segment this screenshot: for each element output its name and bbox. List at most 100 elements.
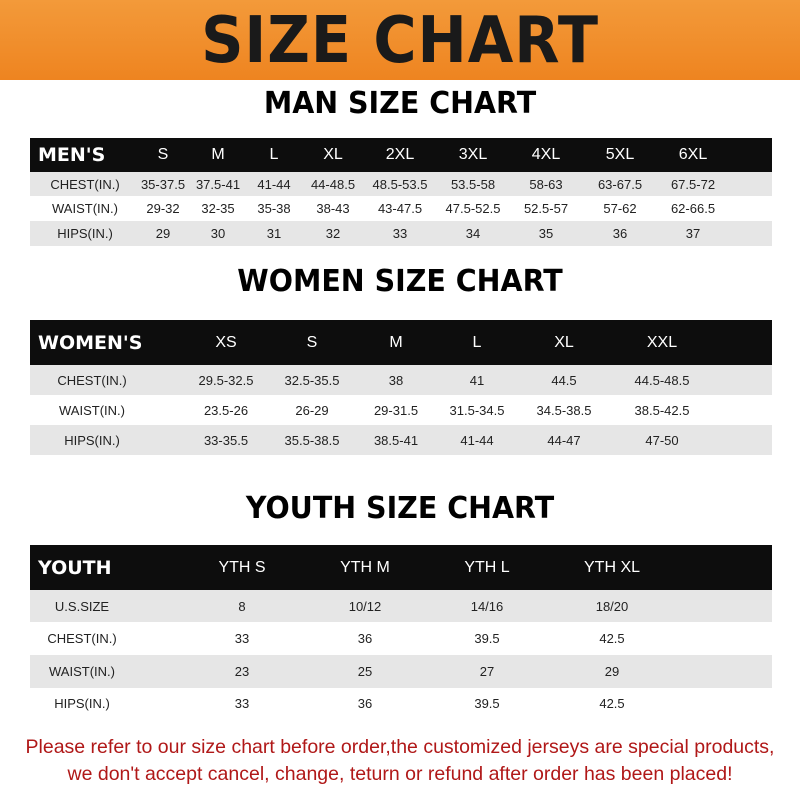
table-cell: 35.5-38.5 [284,432,340,448]
table-cell: 36 [357,631,373,646]
row-label: WAIST(IN.) [52,201,118,216]
table-row: CHEST(IN.) 35-37.5 37.5-41 41-44 44-48.5 48.5… [30,172,772,196]
table-cell: 30 [210,226,226,241]
table-cell: 33 [234,696,250,711]
size-header-cell: XL [323,146,343,163]
size-header-cell: M [211,146,225,163]
row-label: HIPS(IN.) [54,696,110,711]
size-header-cell: 2XL [385,146,415,163]
table-cell: 58-63 [529,176,563,192]
table-cell: 33-35.5 [203,432,249,448]
table-cell: 35-37.5 [140,176,186,192]
table-cell: 44.5-48.5 [634,372,690,388]
table-cell: 39.5 [474,696,500,711]
table-cell: 42.5 [599,631,625,646]
table-cell: 48.5-53.5 [372,176,428,192]
men-section-title: MAN SIZE CHART [263,86,537,121]
table-row: CHEST(IN.) 33 36 39.5 42.5 [30,622,772,655]
table-cell: 47.5-52.5 [445,201,501,216]
row-label: CHEST(IN.) [50,176,120,192]
table-cell: 38-43 [316,201,350,216]
table-cell: 25 [357,664,373,679]
table-cell: 27 [479,664,495,679]
table-cell: 29.5-32.5 [198,372,254,388]
row-label: U.S.SIZE [54,598,110,614]
row-label: HIPS(IN.) [64,432,120,448]
table-cell: 52.5-57 [523,201,569,216]
size-header-cell: M [389,333,403,351]
table-cell: 32-35 [201,201,235,216]
table-cell: 53.5-58 [450,176,496,192]
table-cell: 23 [234,664,250,679]
table-cell: 35 [538,226,554,241]
size-header-cell: 4XL [531,146,561,163]
table-cell: 44.5 [551,372,577,388]
row-label: WAIST(IN.) [59,402,125,418]
order-notice-line-1: Please refer to our size chart before or… [25,736,775,758]
women-section-title: WOMEN SIZE CHART [237,264,563,299]
table-row: HIPS(IN.) 33 36 39.5 42.5 [30,688,772,719]
size-header-cell: S [306,333,318,351]
table-row: WAIST(IN.) 29-32 32-35 35-38 38-43 43-47.5 47.… [30,196,772,221]
size-header-cell: YTH M [340,558,390,576]
youth-section-title: YOUTH SIZE CHART [245,491,555,526]
table-cell: 41 [469,372,485,388]
table-cell: 44-48.5 [310,176,356,192]
table-cell: 31 [266,226,282,241]
table-cell: 39.5 [474,631,500,646]
table-row: HIPS(IN.) 33-35.5 35.5-38.5 38.5-41 41-44 44-… [30,425,772,455]
size-header-cell: YTH XL [583,558,641,576]
size-header-cell: 5XL [605,146,635,163]
table-cell: 10/12 [348,598,382,614]
table-cell: 35-38 [257,201,291,216]
size-header-cell: L [472,333,482,351]
table-cell: 23.5-26 [203,402,249,418]
size-header-cell: XXL [646,333,678,351]
table-cell: 43-47.5 [377,201,423,216]
row-label: WAIST(IN.) [49,664,115,679]
table-cell: 18/20 [595,598,629,614]
table-cell: 63-67.5 [597,176,643,192]
size-chart-banner: SIZE CHART [0,0,800,80]
women-size-table: WOMEN'S XS S M L XL XXL CHEST(IN.) 29.5-32.5 32.5… [30,320,772,455]
order-notice: Please refer to our size chart before or… [0,734,800,788]
table-cell: 44-47 [547,432,581,448]
youth-header-row: YOUTH YTH S YTH M YTH L YTH XL [30,545,772,590]
table-cell: 33 [392,226,408,241]
table-cell: 36 [357,696,373,711]
size-header-cell: XL [554,333,574,351]
table-cell: 29 [604,664,620,679]
table-cell: 29-31.5 [373,402,419,418]
size-header-cell: S [157,146,169,163]
men-header-row: MEN'S S M L XL 2XL 3XL 4XL 5XL 6XL [30,138,772,172]
table-cell: 41-44 [460,432,494,448]
table-cell: 29-32 [146,201,180,216]
table-cell: 38 [388,372,404,388]
size-header-cell: YTH S [218,558,266,576]
table-row: WAIST(IN.) 23.5-26 26-29 29-31.5 31.5-34.5 34… [30,395,772,425]
table-cell: 14/16 [470,598,504,614]
size-header-cell: 3XL [458,146,488,163]
table-row: U.S.SIZE 8 10/12 14/16 18/20 [30,590,772,622]
table-row: HIPS(IN.) 29 30 31 32 33 34 35 36 37 [30,221,772,246]
table-cell: 37.5-41 [195,176,241,192]
row-label: CHEST(IN.) [57,372,127,388]
size-header-cell: 6XL [678,146,708,163]
table-cell: 36 [612,226,628,241]
table-cell: 26-29 [295,402,329,418]
row-label: HIPS(IN.) [57,226,113,241]
table-cell: 32 [325,226,341,241]
table-cell: 42.5 [599,696,625,711]
men-size-table: MEN'S S M L XL 2XL 3XL 4XL 5XL 6XL CHEST(IN.) 35-37… [30,138,772,246]
table-cell: 47-50 [645,432,679,448]
table-cell: 32.5-35.5 [284,372,340,388]
table-cell: 34 [465,226,481,241]
table-row: WAIST(IN.) 23 25 27 29 [30,655,772,688]
table-cell: 31.5-34.5 [449,402,505,418]
youth-size-table: YOUTH YTH S YTH M YTH L YTH XL U.S.SIZE 8 10/12… [30,545,772,719]
table-cell: 57-62 [603,201,637,216]
table-cell: 67.5-72 [670,176,716,192]
men-header-label: MEN'S [38,144,106,166]
table-cell: 33 [234,631,250,646]
table-cell: 37 [685,226,701,241]
